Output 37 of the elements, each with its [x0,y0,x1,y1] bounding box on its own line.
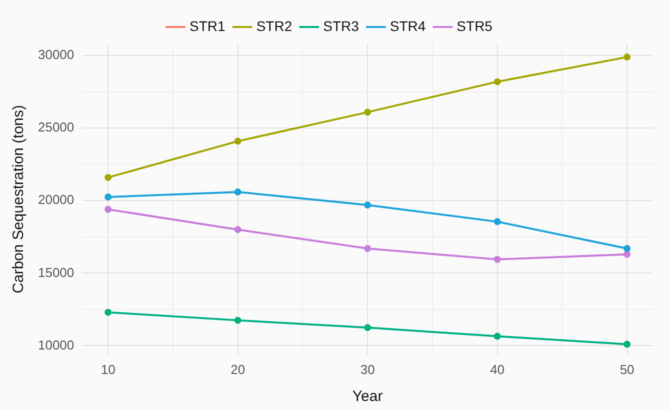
point [234,226,242,234]
legend-label: STR4 [390,18,426,34]
point [104,194,112,201]
point [364,245,372,252]
point [624,250,631,258]
point [104,174,112,181]
point [494,78,501,86]
point [364,324,372,332]
y-tick-label: 10000 [38,337,74,352]
x-axis-title: Year [352,388,383,406]
point [364,108,372,116]
x-tick-label: 50 [620,362,634,377]
y-tick-label: 25000 [38,120,74,135]
legend-label: STR2 [256,18,292,34]
y-tick-label: 15000 [38,264,74,280]
point [364,202,372,208]
legend-label: STR5 [456,18,493,34]
x-tick-label: 10 [100,362,116,377]
y-axis-title: Carbon Sequestration (tons) [10,104,28,294]
point [494,256,501,263]
point [104,308,112,316]
point [494,332,501,340]
point [624,245,631,252]
point [624,340,631,348]
y-tick-label: 30000 [38,47,74,62]
point [234,188,242,196]
legend-label: STR1 [190,18,226,34]
point [104,206,112,213]
point [234,316,242,324]
point [494,218,501,226]
legend-label: STR3 [323,18,360,34]
x-tick-label: 30 [360,362,375,377]
point [234,138,242,145]
x-tick-label: 20 [230,362,246,377]
x-tick-label: 40 [490,362,505,377]
y-tick-label: 20000 [38,192,74,208]
point [624,54,631,61]
